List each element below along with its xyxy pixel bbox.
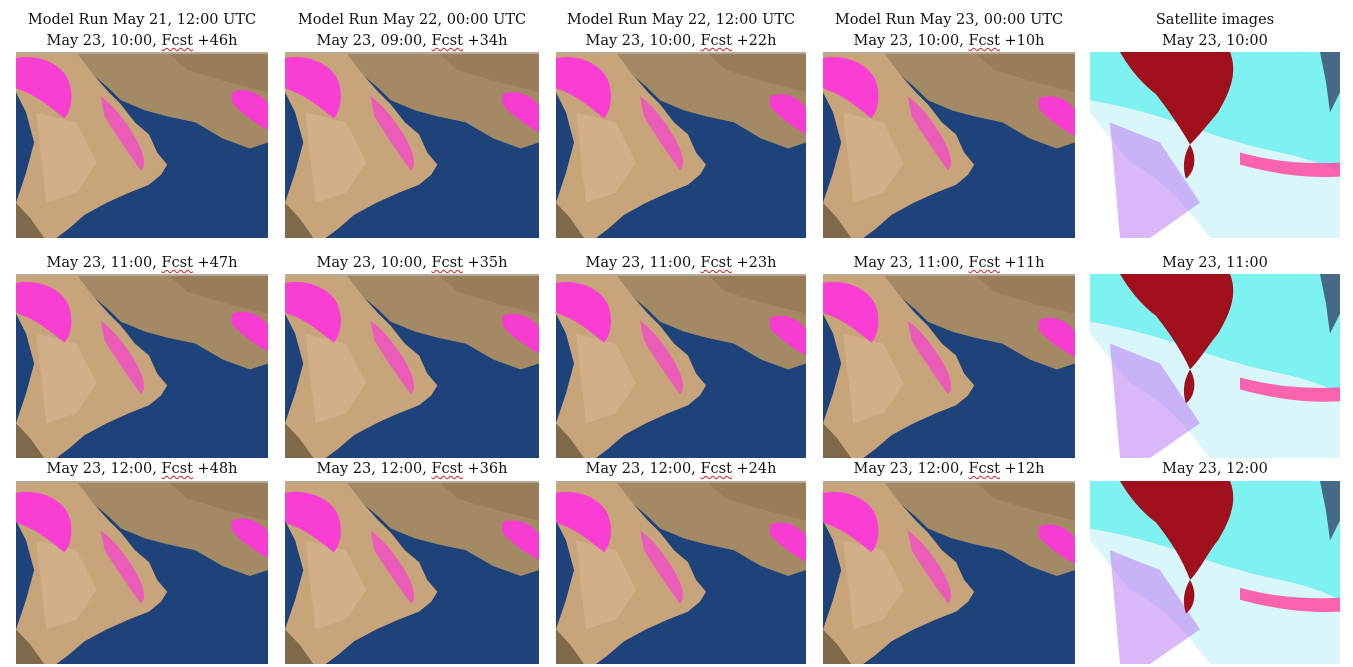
caption-time: May 23, 12:00, (853, 461, 964, 477)
caption-lead-time: +34h (467, 33, 508, 49)
caption-fcst: Fcst (700, 461, 732, 477)
column-header-4: Satellite images (1155, 12, 1275, 28)
satellite-image-panel (1090, 52, 1340, 238)
caption-fcst: Fcst (968, 461, 1000, 477)
caption-fcst: Fcst (161, 33, 193, 49)
model-forecast-map-panel (823, 481, 1075, 664)
caption-lead-time: +35h (467, 255, 508, 271)
panel-caption: May 23, 12:00, Fcst +48h (16, 461, 268, 478)
model-forecast-map-panel (16, 52, 268, 238)
caption-lead-time: +46h (197, 33, 238, 49)
model-forecast-map-panel (556, 52, 806, 238)
caption-lead-time: +48h (197, 461, 238, 477)
caption-fcst: Fcst (161, 255, 193, 271)
caption-time: May 23, 12:00, (46, 461, 157, 477)
model-forecast-map-panel (556, 481, 806, 664)
panel-caption: May 23, 11:00 (1090, 255, 1340, 272)
caption-fcst: Fcst (700, 255, 732, 271)
caption-lead-time: +12h (1004, 461, 1045, 477)
caption-time: May 23, 11:00, (46, 255, 157, 271)
caption-lead-time: +23h (736, 255, 777, 271)
panel-caption: May 23, 12:00, Fcst +36h (285, 461, 539, 478)
panel-caption: May 23, 09:00, Fcst +34h (285, 33, 539, 50)
panel-caption: May 23, 10:00 (1090, 33, 1340, 50)
caption-lead-time: +36h (467, 461, 508, 477)
caption-lead-time: +10h (1004, 33, 1045, 49)
satellite-image-panel (1090, 274, 1340, 458)
column-header-2: Model Run May 22, 12:00 UTC (566, 12, 796, 28)
caption-fcst: Fcst (431, 255, 463, 271)
panel-caption: May 23, 11:00, Fcst +47h (16, 255, 268, 272)
panel-caption: May 23, 10:00, Fcst +10h (823, 33, 1075, 50)
caption-time: May 23, 11:00, (585, 255, 696, 271)
caption-fcst: Fcst (431, 461, 463, 477)
caption-time: May 23, 11:00, (853, 255, 964, 271)
caption-lead-time: +47h (197, 255, 238, 271)
panel-caption: May 23, 10:00, Fcst +46h (16, 33, 268, 50)
caption-time: May 23, 12:00, (316, 461, 427, 477)
caption-time: May 23, 09:00, (316, 33, 427, 49)
caption-time: May 23, 11:00 (1162, 255, 1268, 271)
model-forecast-map-panel (285, 481, 539, 664)
caption-time: May 23, 10:00, (316, 255, 427, 271)
caption-fcst: Fcst (161, 461, 193, 477)
caption-time: May 23, 10:00 (1162, 33, 1268, 49)
caption-lead-time: +22h (736, 33, 777, 49)
caption-time: May 23, 12:00, (585, 461, 696, 477)
model-forecast-map-panel (823, 274, 1075, 458)
caption-time: May 23, 10:00, (585, 33, 696, 49)
panel-caption: May 23, 10:00, Fcst +35h (285, 255, 539, 272)
panel-caption: May 23, 12:00 (1090, 461, 1340, 478)
model-forecast-map-panel (16, 274, 268, 458)
caption-fcst: Fcst (431, 33, 463, 49)
caption-time: May 23, 10:00, (853, 33, 964, 49)
model-forecast-map-panel (16, 481, 268, 664)
panel-caption: May 23, 11:00, Fcst +23h (556, 255, 806, 272)
model-forecast-map-panel (556, 274, 806, 458)
caption-fcst: Fcst (968, 33, 1000, 49)
caption-time: May 23, 10:00, (46, 33, 157, 49)
panel-caption: May 23, 12:00, Fcst +12h (823, 461, 1075, 478)
column-header-1: Model Run May 22, 00:00 UTC (297, 12, 527, 28)
caption-lead-time: +11h (1004, 255, 1045, 271)
model-forecast-map-panel (285, 52, 539, 238)
caption-fcst: Fcst (968, 255, 1000, 271)
panel-caption: May 23, 12:00, Fcst +24h (556, 461, 806, 478)
caption-fcst: Fcst (700, 33, 732, 49)
panel-caption: May 23, 10:00, Fcst +22h (556, 33, 806, 50)
column-header-0: Model Run May 21, 12:00 UTC (27, 12, 257, 28)
panel-caption: May 23, 11:00, Fcst +11h (823, 255, 1075, 272)
satellite-image-panel (1090, 481, 1340, 664)
model-forecast-map-panel (285, 274, 539, 458)
model-forecast-map-panel (823, 52, 1075, 238)
caption-time: May 23, 12:00 (1162, 461, 1268, 477)
column-header-3: Model Run May 23, 00:00 UTC (834, 12, 1064, 28)
caption-lead-time: +24h (736, 461, 777, 477)
